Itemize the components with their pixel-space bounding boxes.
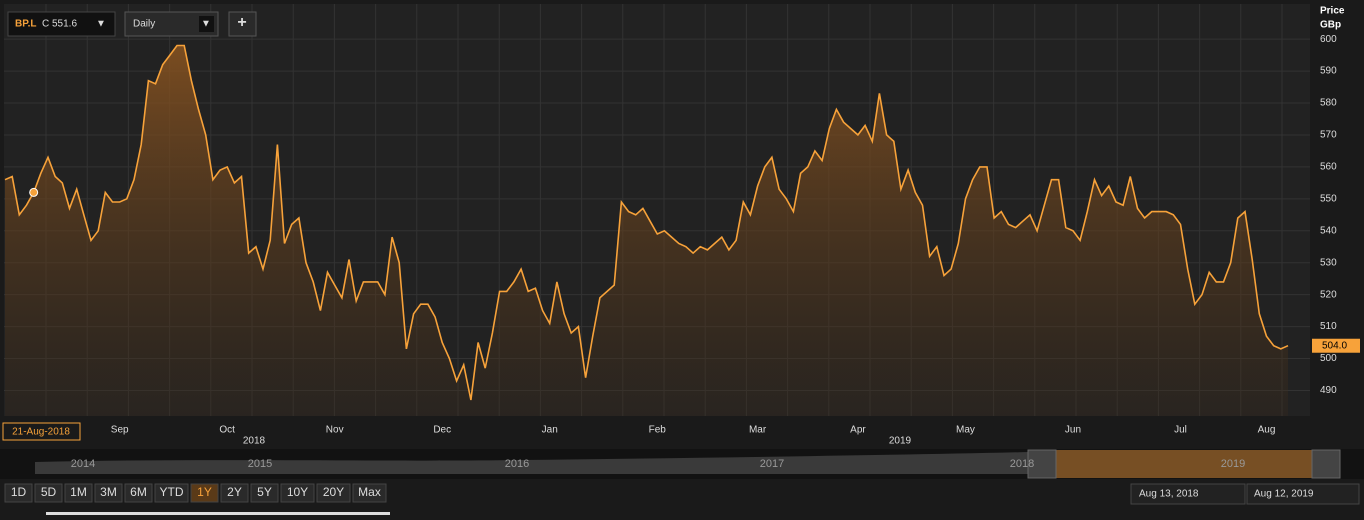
range-button[interactable] — [250, 483, 279, 503]
range-button[interactable] — [124, 483, 153, 503]
range-button[interactable] — [352, 483, 387, 503]
x-tick-label: Jun — [1065, 425, 1081, 436]
range-label: 1M — [70, 485, 87, 499]
y-tick-label: 570 — [1320, 130, 1337, 141]
date-from-input[interactable] — [1130, 483, 1246, 505]
range-button[interactable] — [280, 483, 315, 503]
year-label: 2018 — [243, 436, 266, 447]
navigator-handle[interactable] — [1027, 449, 1057, 479]
range-button[interactable] — [316, 483, 351, 503]
crosshair-date: 21-Aug-2018 — [12, 427, 70, 438]
range-button[interactable] — [94, 483, 123, 503]
year-label: 2019 — [889, 436, 912, 447]
y-tick-label: 490 — [1320, 385, 1337, 396]
date-from: Aug 13, 2018 — [1139, 489, 1199, 500]
dropdown-button — [199, 16, 214, 32]
x-tick-label: Jul — [1174, 425, 1187, 436]
range-label: 1D — [11, 485, 27, 499]
range-button[interactable] — [34, 483, 63, 503]
y-tick-label: 540 — [1320, 225, 1337, 236]
x-tick-label: Nov — [326, 425, 344, 436]
x-tick-label: Mar — [749, 425, 767, 436]
dropdown-arrow: ▼ — [96, 19, 106, 30]
range-label: 1Y — [197, 485, 212, 499]
range-label: 10Y — [287, 485, 308, 499]
range-label: 2Y — [227, 485, 242, 499]
navigator-selection[interactable] — [1040, 450, 1312, 478]
x-tick-label: May — [956, 425, 975, 436]
y-axis-unit: GBp — [1320, 20, 1341, 31]
dropdown-arrow: ▼ — [201, 19, 211, 30]
date-to: Aug 12, 2019 — [1254, 489, 1314, 500]
range-label: 3M — [100, 485, 117, 499]
y-tick-label: 590 — [1320, 66, 1337, 77]
x-tick-label: Oct — [219, 425, 235, 436]
range-label: Max — [358, 485, 381, 499]
x-tick-label: Sep — [111, 425, 129, 436]
y-tick-label: 580 — [1320, 98, 1337, 109]
range-button[interactable] — [4, 483, 33, 503]
close-price: C 551.6 — [42, 19, 77, 30]
crosshair-point — [29, 187, 39, 197]
range-button[interactable] — [220, 483, 249, 503]
navigator-year: 2015 — [248, 458, 272, 470]
range-buttons: 1D 5D 1M 3M 6M YTD 1Y 2Y 5Y 10Y 20Y Max — [4, 483, 387, 503]
date-to-input[interactable] — [1246, 483, 1360, 505]
navigator-sparkline — [35, 452, 1030, 474]
y-axis-title: Price — [1320, 6, 1345, 17]
navigator-years: 2014 2015 2016 2017 2018 2019 — [71, 458, 1245, 470]
x-tick-label: Feb — [649, 425, 667, 436]
y-tick-label: 550 — [1320, 193, 1337, 204]
last-value-label: 504.0 — [1322, 340, 1347, 351]
x-tick-label: Aug — [1258, 425, 1276, 436]
y-tick-label: 600 — [1320, 34, 1337, 45]
y-tick-label: 510 — [1320, 321, 1337, 332]
y-tick-label: 520 — [1320, 289, 1337, 300]
scrollbar — [46, 512, 390, 515]
range-label: 5Y — [257, 485, 272, 499]
range-label: 5D — [41, 485, 57, 499]
navigator-year: 2019 — [1221, 458, 1245, 470]
plot — [4, 38, 1310, 416]
y-tick-label: 500 — [1320, 353, 1337, 364]
range-label: 20Y — [323, 485, 344, 499]
x-axis-band — [0, 417, 1364, 447]
navigator-year: 2014 — [71, 458, 95, 470]
y-tick-label: 560 — [1320, 162, 1337, 173]
navigator-year: 2017 — [760, 458, 784, 470]
x-tick-label: Apr — [850, 425, 866, 436]
x-tick-label: Dec — [433, 425, 451, 436]
x-tick-label: Jan — [542, 425, 558, 436]
range-button[interactable] — [64, 483, 93, 503]
range-label: YTD — [160, 485, 184, 499]
crosshair-date-box — [2, 422, 81, 441]
area — [5, 45, 1288, 416]
price-line — [4, 44, 1289, 401]
add-button[interactable] — [228, 11, 257, 37]
interval: Daily — [133, 19, 155, 30]
y-tick-label: 530 — [1320, 257, 1337, 268]
range-button[interactable] — [154, 483, 189, 503]
add-icon: + — [237, 14, 246, 31]
last-value-box — [1312, 338, 1360, 353]
navigator-year: 2016 — [505, 458, 529, 470]
range-button[interactable] — [190, 483, 219, 503]
navigator-handle[interactable] — [1311, 449, 1341, 479]
symbol-box[interactable] — [7, 11, 116, 37]
symbol: BP.L — [15, 19, 37, 30]
navigator-year: 2018 — [1010, 458, 1034, 470]
range-label: 6M — [130, 485, 147, 499]
